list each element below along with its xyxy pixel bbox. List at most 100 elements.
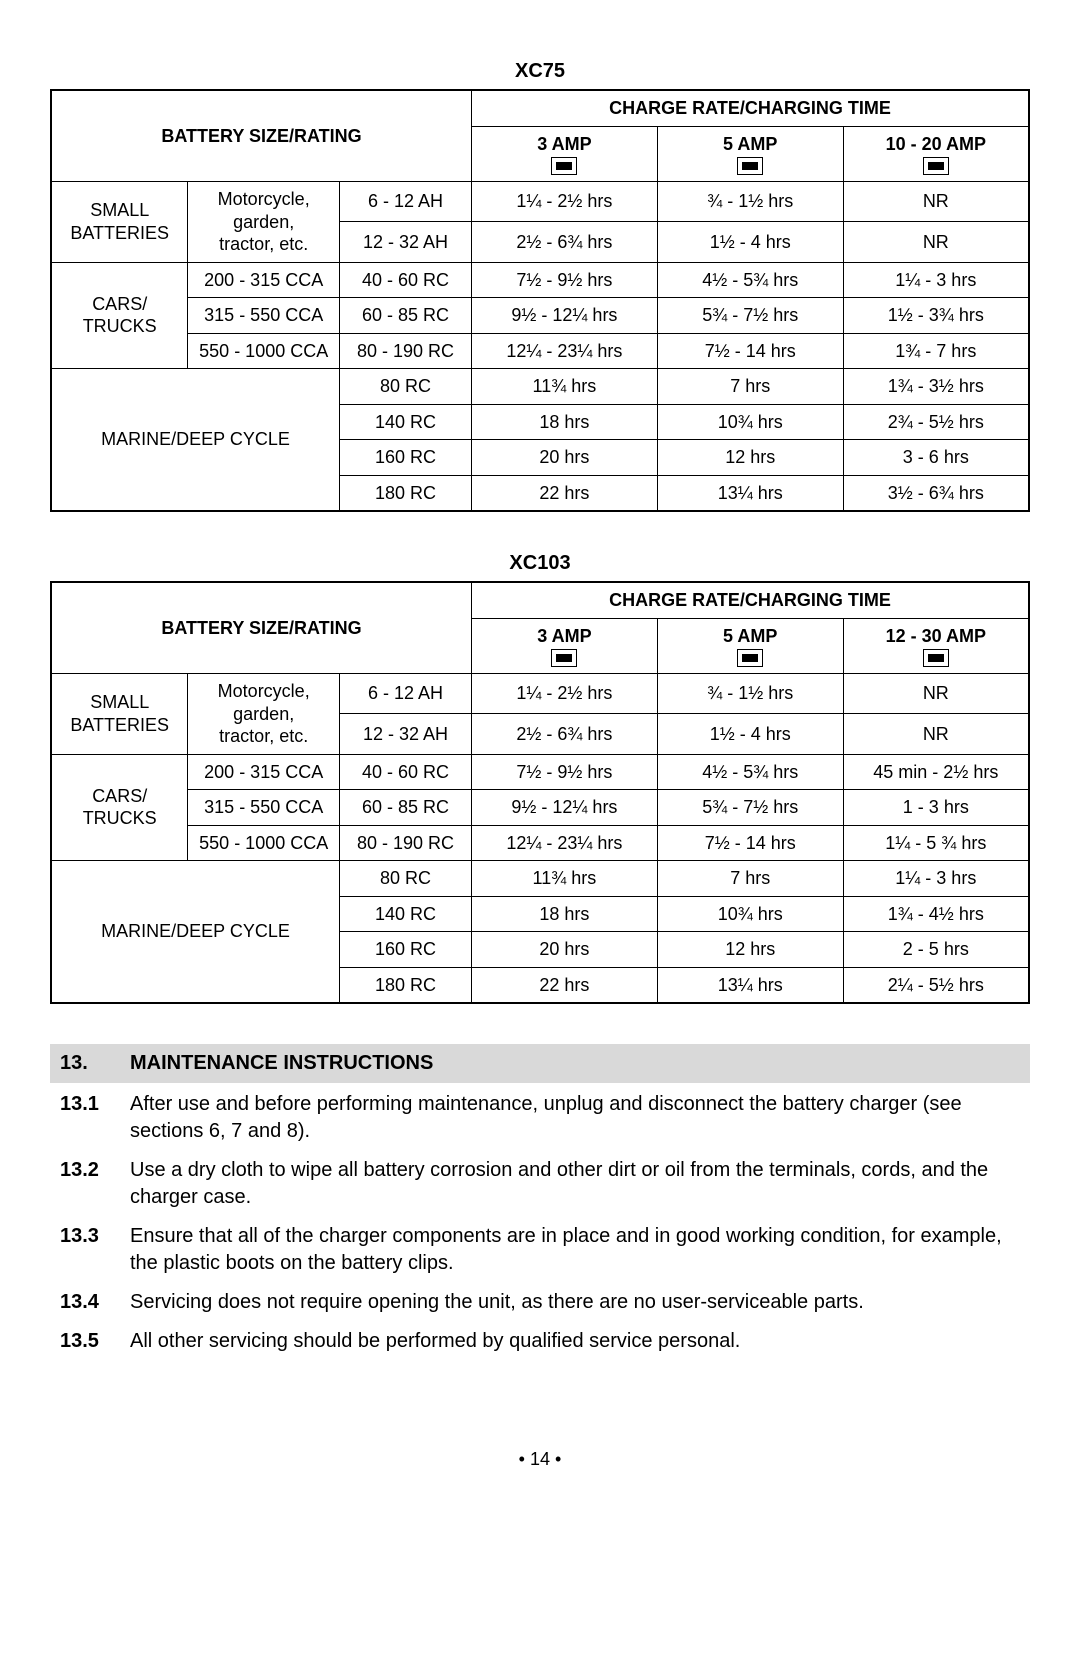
instruction-number: 13.2 xyxy=(60,1157,130,1211)
header-charge-rate: CHARGE RATE/CHARGING TIME xyxy=(472,90,1030,126)
value-cell: 22 hrs xyxy=(472,475,658,511)
section-title: MAINTENANCE INSTRUCTIONS xyxy=(130,1052,433,1075)
header-amp-column: 12 - 30 AMP xyxy=(843,618,1029,674)
subcategory-cell: 315 - 550 CCA xyxy=(188,298,340,334)
battery-icon xyxy=(923,649,949,667)
value-cell: 1¾ - 4½ hrs xyxy=(843,896,1029,932)
value-cell: 4½ - 5¾ hrs xyxy=(657,262,843,298)
page-number: • 14 • xyxy=(50,1449,1030,1470)
value-cell: 18 hrs xyxy=(472,404,658,440)
instruction-number: 13.1 xyxy=(60,1091,130,1145)
instruction-item: 13.4Servicing does not require opening t… xyxy=(50,1281,1030,1320)
instruction-text: Ensure that all of the charger component… xyxy=(130,1223,1020,1277)
value-cell: 10¾ hrs xyxy=(657,896,843,932)
value-cell: 9½ - 12¼ hrs xyxy=(472,790,658,826)
value-cell: 5¾ - 7½ hrs xyxy=(657,790,843,826)
instruction-text: Use a dry cloth to wipe all battery corr… xyxy=(130,1157,1020,1211)
instruction-text: After use and before performing maintena… xyxy=(130,1091,1020,1145)
subcategory-cell: 200 - 315 CCA xyxy=(188,754,340,790)
value-cell: ¾ - 1½ hrs xyxy=(657,674,843,714)
rc-cell: 140 RC xyxy=(339,404,471,440)
instruction-item: 13.1After use and before performing main… xyxy=(50,1083,1030,1149)
value-cell: 1¼ - 3 hrs xyxy=(843,262,1029,298)
subcategory-cell: Motorcycle,garden,tractor, etc. xyxy=(188,674,340,755)
charging-time-table: BATTERY SIZE/RATINGCHARGE RATE/CHARGING … xyxy=(50,89,1030,512)
value-cell: 7½ - 9½ hrs xyxy=(472,754,658,790)
table-row: MARINE/DEEP CYCLE80 RC11¾ hrs7 hrs1¼ - 3… xyxy=(51,861,1029,897)
value-cell: 1¾ - 7 hrs xyxy=(843,333,1029,369)
table-row: 315 - 550 CCA60 - 85 RC9½ - 12¼ hrs5¾ - … xyxy=(51,298,1029,334)
category-cell: MARINE/DEEP CYCLE xyxy=(51,369,339,512)
subcategory-cell: 200 - 315 CCA xyxy=(188,262,340,298)
battery-icon xyxy=(737,649,763,667)
value-cell: 3 - 6 hrs xyxy=(843,440,1029,476)
value-cell: 5¾ - 7½ hrs xyxy=(657,298,843,334)
value-cell: NR xyxy=(843,714,1029,754)
value-cell: 1 - 3 hrs xyxy=(843,790,1029,826)
value-cell: 10¾ hrs xyxy=(657,404,843,440)
value-cell: NR xyxy=(843,222,1029,262)
header-amp-column: 10 - 20 AMP xyxy=(843,126,1029,182)
rc-cell: 80 - 190 RC xyxy=(339,825,471,861)
table-title: XC103 xyxy=(50,552,1030,575)
value-cell: 45 min - 2½ hrs xyxy=(843,754,1029,790)
value-cell: 11¾ hrs xyxy=(472,369,658,405)
subcategory-cell: Motorcycle,garden,tractor, etc. xyxy=(188,182,340,263)
value-cell: 2½ - 6¾ hrs xyxy=(472,714,658,754)
value-cell: 12 hrs xyxy=(657,440,843,476)
rc-cell: 160 RC xyxy=(339,932,471,968)
instruction-number: 13.5 xyxy=(60,1328,130,1355)
rc-cell: 80 - 190 RC xyxy=(339,333,471,369)
instruction-number: 13.3 xyxy=(60,1223,130,1277)
table-row: 550 - 1000 CCA80 - 190 RC12¼ - 23¼ hrs7½… xyxy=(51,333,1029,369)
subcategory-cell: 550 - 1000 CCA xyxy=(188,825,340,861)
value-cell: 1½ - 3¾ hrs xyxy=(843,298,1029,334)
instruction-number: 13.4 xyxy=(60,1289,130,1316)
value-cell: 11¾ hrs xyxy=(472,861,658,897)
category-cell: CARS/TRUCKS xyxy=(51,262,188,369)
section-number: 13. xyxy=(60,1052,130,1075)
value-cell: 12¼ - 23¼ hrs xyxy=(472,825,658,861)
value-cell: 4½ - 5¾ hrs xyxy=(657,754,843,790)
table-row: 315 - 550 CCA60 - 85 RC9½ - 12¼ hrs5¾ - … xyxy=(51,790,1029,826)
value-cell: 2¼ - 5½ hrs xyxy=(843,967,1029,1003)
charging-tables: XC75BATTERY SIZE/RATINGCHARGE RATE/CHARG… xyxy=(50,60,1030,1004)
value-cell: 1¼ - 2½ hrs xyxy=(472,182,658,222)
rc-cell: 40 - 60 RC xyxy=(339,754,471,790)
table-title: XC75 xyxy=(50,60,1030,83)
value-cell: 7 hrs xyxy=(657,369,843,405)
value-cell: 1¼ - 2½ hrs xyxy=(472,674,658,714)
battery-icon xyxy=(551,157,577,175)
category-cell: CARS/TRUCKS xyxy=(51,754,188,861)
header-battery-size-rating: BATTERY SIZE/RATING xyxy=(51,582,472,674)
rc-cell: 6 - 12 AH xyxy=(339,182,471,222)
value-cell: 3½ - 6¾ hrs xyxy=(843,475,1029,511)
category-cell: SMALLBATTERIES xyxy=(51,674,188,755)
table-row: 550 - 1000 CCA80 - 190 RC12¼ - 23¼ hrs7½… xyxy=(51,825,1029,861)
subcategory-cell: 315 - 550 CCA xyxy=(188,790,340,826)
value-cell: 2¾ - 5½ hrs xyxy=(843,404,1029,440)
rc-cell: 160 RC xyxy=(339,440,471,476)
value-cell: 2½ - 6¾ hrs xyxy=(472,222,658,262)
value-cell: 22 hrs xyxy=(472,967,658,1003)
value-cell: 18 hrs xyxy=(472,896,658,932)
table-row: CARS/TRUCKS200 - 315 CCA40 - 60 RC7½ - 9… xyxy=(51,262,1029,298)
rc-cell: 140 RC xyxy=(339,896,471,932)
value-cell: 1¼ - 5 ¾ hrs xyxy=(843,825,1029,861)
value-cell: 9½ - 12¼ hrs xyxy=(472,298,658,334)
battery-icon xyxy=(923,157,949,175)
value-cell: ¾ - 1½ hrs xyxy=(657,182,843,222)
header-amp-column: 3 AMP xyxy=(472,126,658,182)
value-cell: NR xyxy=(843,674,1029,714)
header-charge-rate: CHARGE RATE/CHARGING TIME xyxy=(472,582,1030,618)
value-cell: 1½ - 4 hrs xyxy=(657,222,843,262)
value-cell: 20 hrs xyxy=(472,440,658,476)
rc-cell: 180 RC xyxy=(339,475,471,511)
header-amp-column: 5 AMP xyxy=(657,618,843,674)
rc-cell: 60 - 85 RC xyxy=(339,298,471,334)
instruction-text: Servicing does not require opening the u… xyxy=(130,1289,1020,1316)
subcategory-cell: 550 - 1000 CCA xyxy=(188,333,340,369)
battery-icon xyxy=(551,649,577,667)
battery-icon xyxy=(737,157,763,175)
value-cell: 1½ - 4 hrs xyxy=(657,714,843,754)
